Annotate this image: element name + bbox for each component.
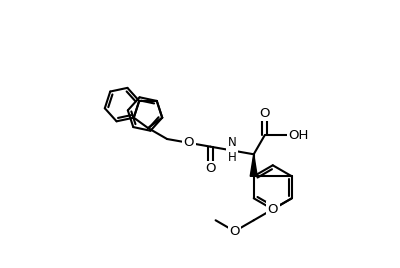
Text: O: O	[230, 225, 240, 238]
Text: OH: OH	[289, 129, 309, 142]
Polygon shape	[250, 154, 257, 176]
Text: O: O	[184, 136, 194, 149]
Text: O: O	[268, 203, 278, 216]
Text: O: O	[260, 107, 270, 120]
Text: N
H: N H	[228, 136, 236, 165]
Text: O: O	[205, 162, 216, 175]
